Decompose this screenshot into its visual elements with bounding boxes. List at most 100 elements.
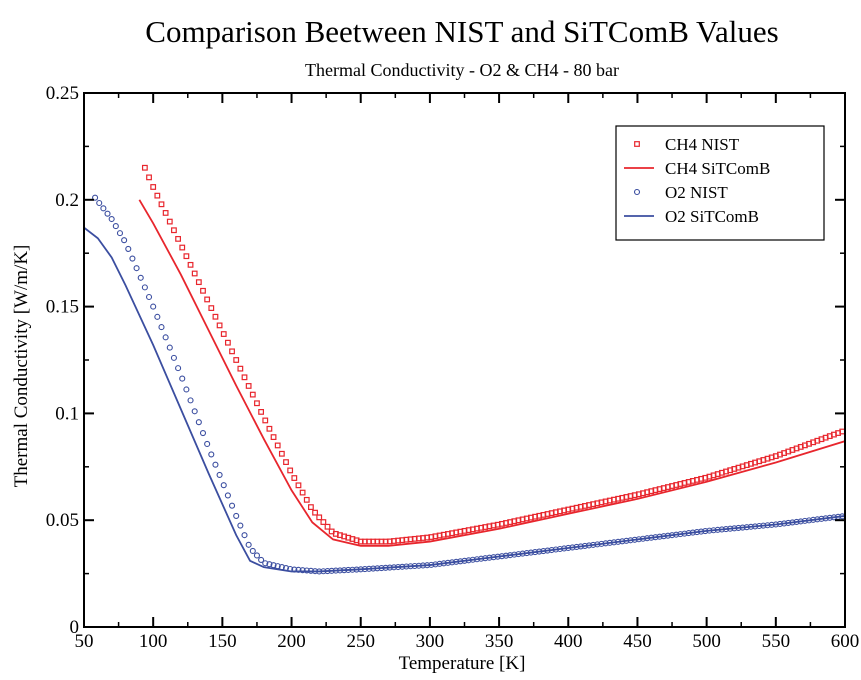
data-point-square (313, 510, 318, 515)
y-axis-label: Thermal Conductivity [W/m/K] (11, 245, 32, 488)
data-point-square (246, 384, 251, 389)
data-point-circle (134, 266, 139, 271)
y-tick-label: 0.15 (46, 297, 79, 318)
data-point-circle (209, 452, 214, 457)
data-point-square (288, 468, 293, 473)
x-tick-label: 200 (277, 631, 306, 652)
data-point-circle (147, 294, 152, 299)
data-point-square (292, 476, 297, 481)
data-point-square (234, 358, 239, 363)
data-point-square (221, 332, 226, 337)
data-point-square (184, 254, 189, 259)
y-tick-label: 0.05 (46, 510, 79, 531)
data-point-square (304, 498, 309, 503)
data-point-circle (225, 493, 230, 498)
data-point-circle (196, 420, 201, 425)
data-point-circle (105, 211, 110, 216)
data-point-circle (188, 398, 193, 403)
data-point-square (176, 237, 181, 242)
data-point-circle (163, 335, 168, 340)
data-point-circle (97, 201, 102, 206)
data-point-circle (155, 314, 160, 319)
data-point-circle (167, 345, 172, 350)
data-point-square (201, 288, 206, 293)
legend-label: O2 SiTComB (665, 207, 759, 226)
data-point-circle (122, 238, 127, 243)
data-point-square (271, 435, 276, 440)
x-tick-label: 550 (762, 631, 791, 652)
data-point-square (226, 340, 231, 345)
y-tick-label: 0 (70, 617, 80, 638)
data-point-square (205, 297, 210, 302)
data-point-square (163, 211, 168, 216)
data-point-square (296, 483, 301, 488)
data-point-circle (205, 441, 210, 446)
x-tick-label: 600 (831, 631, 860, 652)
data-point-circle (213, 462, 218, 467)
data-point-square (263, 418, 268, 423)
data-point-circle (242, 533, 247, 538)
data-point-circle (234, 513, 239, 518)
data-point-square (238, 366, 243, 371)
data-point-square (197, 280, 202, 285)
y-tick-label: 0.1 (55, 403, 79, 424)
data-point-circle (184, 387, 189, 392)
chart-subtitle: Thermal Conductivity - O2 & CH4 - 80 bar (305, 60, 619, 80)
data-point-square (321, 520, 326, 525)
series-line (84, 228, 845, 572)
data-point-square (325, 524, 330, 529)
data-point-square (242, 375, 247, 380)
data-point-square (267, 426, 272, 431)
data-point-circle (159, 325, 164, 330)
data-point-square (217, 323, 222, 328)
data-point-square (259, 410, 264, 415)
data-point-square (275, 443, 280, 448)
x-tick-label: 250 (346, 631, 375, 652)
data-point-square (209, 306, 214, 311)
data-point-circle (230, 503, 235, 508)
data-point-circle (200, 431, 205, 436)
data-point-circle (130, 256, 135, 261)
data-point-circle (117, 231, 122, 236)
x-tick-label: 150 (208, 631, 237, 652)
data-point-square (251, 392, 256, 397)
x-tick-label: 400 (554, 631, 583, 652)
data-point-circle (171, 355, 176, 360)
legend: CH4 NIST CH4 SiTComB O2 NIST O2 SiTComB (616, 126, 824, 240)
data-point-circle (176, 366, 181, 371)
data-point-circle (254, 553, 259, 558)
x-tick-label: 300 (416, 631, 445, 652)
x-tick-label: 100 (139, 631, 168, 652)
series-o2-sitcomb (84, 228, 845, 572)
data-point-circle (192, 409, 197, 414)
data-point-circle (250, 548, 255, 553)
series-ch4-sitcomb (139, 200, 845, 546)
data-point-square (159, 202, 164, 207)
data-point-circle (180, 376, 185, 381)
data-point-circle (126, 246, 131, 251)
x-tick-label: 350 (485, 631, 514, 652)
data-point-square (192, 271, 197, 276)
data-point-circle (217, 472, 222, 477)
x-tick-label: 500 (692, 631, 721, 652)
data-point-square (155, 193, 160, 198)
data-point-square (167, 219, 172, 224)
data-point-square (143, 165, 148, 170)
data-point-square (280, 451, 285, 456)
data-point-square (255, 401, 260, 406)
data-point-circle (246, 542, 251, 547)
data-point-square (180, 245, 185, 250)
series-o2-nist (93, 195, 845, 574)
legend-label: CH4 NIST (665, 135, 740, 154)
data-point-circle (151, 304, 156, 309)
series-line (139, 200, 845, 546)
data-point-square (172, 228, 177, 233)
data-point-circle (142, 285, 147, 290)
data-point-circle (101, 206, 106, 211)
data-point-circle (138, 275, 143, 280)
data-point-square (300, 490, 305, 495)
data-point-circle (238, 523, 243, 528)
data-point-circle (113, 224, 118, 229)
